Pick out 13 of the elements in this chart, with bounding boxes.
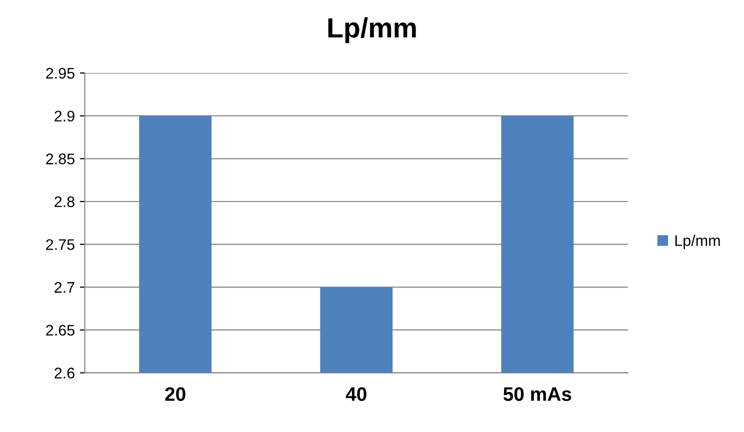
x-tick-label: 20 bbox=[165, 387, 186, 401]
y-tick-label: 2.6 bbox=[54, 368, 74, 378]
x-tick-label: 40 bbox=[346, 387, 366, 401]
chart-title: Lp/mm bbox=[328, 17, 416, 44]
y-tick-label: 2.7 bbox=[54, 282, 74, 293]
y-tick-label: 2.95 bbox=[46, 68, 74, 79]
legend-label: Lp/mm bbox=[675, 234, 720, 250]
x-tick-label: 50 mAs bbox=[503, 387, 572, 401]
y-tick-label: 2.75 bbox=[46, 239, 74, 250]
y-tick-label: 2.8 bbox=[54, 196, 74, 208]
y-tick-label: 2.9 bbox=[54, 110, 74, 122]
y-tick-label: 2.65 bbox=[46, 324, 74, 336]
y-tick-label: 2.85 bbox=[46, 154, 74, 164]
